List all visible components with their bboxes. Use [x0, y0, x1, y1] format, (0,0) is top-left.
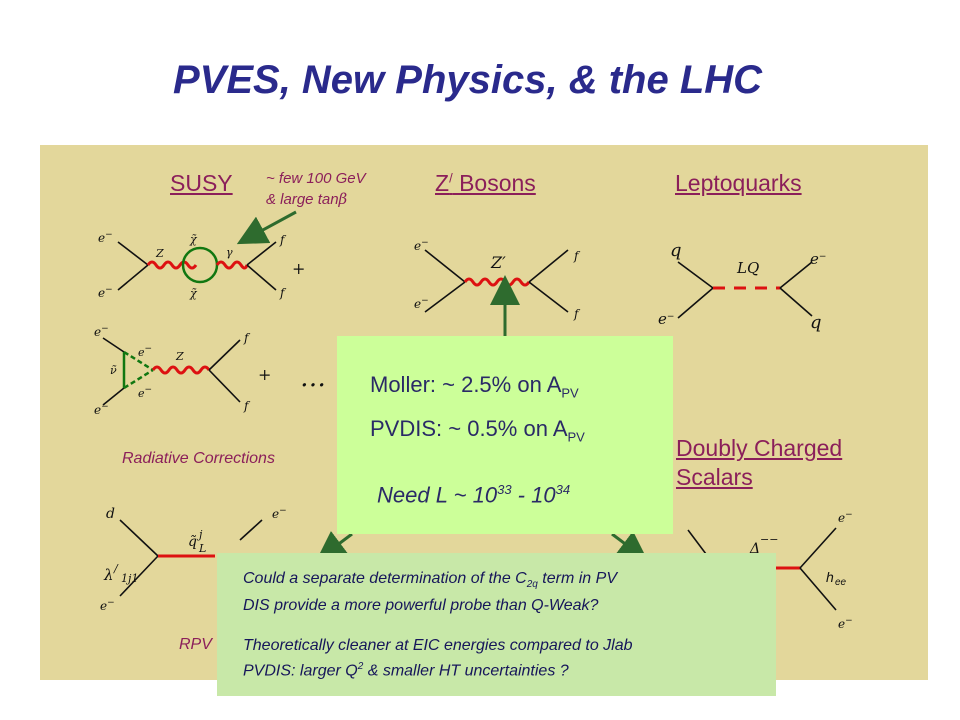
- rpv-label: RPV: [179, 636, 212, 653]
- rpv-qtilde-sub: L: [198, 542, 206, 555]
- doubly-charged-line1: Doubly Charged: [676, 435, 843, 461]
- susy-e-in-bottom: e−: [98, 285, 113, 300]
- rpv-e-in: e−: [100, 598, 115, 613]
- lq-q-out: q: [810, 312, 822, 333]
- precision-goals-box: Moller: ~ 2.5% on APV PVDIS: ~ 0.5% on A…: [337, 336, 673, 534]
- moller-goal-text: Moller: ~ 2.5% on A: [370, 372, 562, 397]
- luminosity-prefix: Need L ~ 10: [377, 482, 498, 508]
- luminosity-exp1: 33: [497, 482, 512, 497]
- rpv-qtilde: q̃: [188, 534, 197, 550]
- rpv-lambda: λ: [103, 566, 114, 584]
- zprime-heading-prime: /: [449, 170, 453, 186]
- pvdis-goal-sub: PV: [567, 429, 585, 445]
- luminosity-requirement: Need L ~ 1033 - 1034: [377, 482, 570, 508]
- susy-heading: SUSY: [170, 170, 233, 196]
- susy-vertex-f-bottom: f: [243, 399, 251, 413]
- slide-title: PVES, New Physics, & the LHC: [172, 58, 763, 102]
- doubly-e-top: e−: [838, 510, 853, 525]
- luminosity-exp2: 34: [555, 482, 571, 497]
- question-2: Theoretically cleaner at EIC energies co…: [243, 635, 633, 681]
- doubly-arrow: [611, 531, 648, 561]
- susy-gamma-propagator: [215, 260, 249, 270]
- susy-gamma-label: γ: [226, 246, 233, 259]
- question-2-line1: Theoretically cleaner at EIC energies co…: [243, 637, 633, 654]
- susy-note-tan: & large tan: [266, 191, 339, 208]
- doubly-charged-heading: Doubly Charged Scalars: [676, 434, 842, 492]
- question-2-part-b: & smaller HT uncertainties ?: [363, 662, 569, 680]
- susy-vertex-e-tilde: e−: [138, 344, 152, 359]
- susy-z-label: Z: [155, 247, 164, 260]
- susy-vertex-nu: ν̃: [110, 364, 117, 377]
- rpv-arrow: [316, 531, 353, 561]
- moller-goal: Moller: ~ 2.5% on APV: [370, 372, 579, 400]
- lq-label: LQ: [736, 259, 759, 277]
- leptoquarks-heading: Leptoquarks: [675, 170, 802, 196]
- rpv-qtilde-sup: j: [196, 528, 203, 541]
- susy-vertex-diagram: [102, 337, 241, 406]
- doubly-delta-sup: −−: [760, 533, 778, 546]
- zprime-heading-rest: Bosons: [452, 170, 536, 196]
- zprime-f-bottom: f: [573, 307, 581, 321]
- lq-e-in: e−: [658, 310, 674, 328]
- susy-f-out-top: f: [279, 233, 287, 247]
- question-2-line2: PVDIS: larger Q2 & smaller HT uncertaint…: [243, 656, 633, 681]
- pvdis-goal-text: PVDIS: ~ 0.5% on A: [370, 416, 568, 441]
- question-1-sub: 2q: [526, 579, 538, 591]
- susy-vertex-z-propagator: [151, 365, 211, 375]
- susy-vertex-e-bottom: e−: [94, 402, 109, 417]
- doubly-delta: Δ: [749, 541, 760, 557]
- question-2-sup: 2: [357, 661, 364, 672]
- susy-ellipsis: …: [300, 363, 326, 393]
- zprime-label: Z′: [490, 253, 506, 272]
- leptoquark-diagram: [677, 261, 813, 319]
- zprime-e-bottom: e−: [414, 296, 429, 311]
- moller-goal-sub: PV: [561, 385, 579, 401]
- zprime-heading: Z/ Bosons: [435, 170, 536, 197]
- susy-vertex-e-top: e−: [94, 324, 109, 339]
- question-1-part-b: term in PV: [537, 570, 617, 587]
- rpv-lambda-prime: /: [113, 562, 119, 575]
- susy-vertex-f-top: f: [243, 331, 251, 345]
- susy-chi-bottom: χ̃: [189, 287, 198, 300]
- susy-note-arrow: [236, 210, 297, 245]
- lq-q-in: q: [670, 240, 682, 261]
- lq-e-out: e−: [810, 250, 826, 268]
- questions-box: Could a separate determination of the C2…: [217, 553, 776, 696]
- doubly-h: h: [826, 569, 834, 585]
- susy-note-line2: & large tanβ: [266, 189, 366, 210]
- susy-z-propagator: [146, 260, 198, 270]
- susy-chi-top: χ̃: [189, 233, 198, 246]
- question-2-part-a: PVDIS: larger Q: [243, 662, 358, 680]
- zprime-propagator: [463, 277, 531, 287]
- susy-vertex-e-tilde-2: e−: [138, 385, 152, 400]
- pvdis-goal: PVDIS: ~ 0.5% on APV: [370, 416, 585, 444]
- susy-note-line1: ~ few 100 GeV: [266, 170, 366, 187]
- question-1-part-a: Could a separate determination of the C: [243, 570, 527, 587]
- question-1-line1: Could a separate determination of the C2…: [243, 568, 617, 595]
- doubly-h-sub: ee: [835, 577, 847, 588]
- susy-note: ~ few 100 GeV & large tanβ: [266, 168, 366, 210]
- doubly-e-bottom: e−: [838, 616, 853, 631]
- susy-vertex-z-label: Z: [175, 350, 184, 363]
- luminosity-mid: - 10: [511, 482, 556, 508]
- susy-f-out-bottom: f: [279, 286, 287, 300]
- rpv-e-out: e−: [272, 506, 287, 521]
- susy-e-in-top: e−: [98, 230, 113, 245]
- susy-loop-diagram: [117, 241, 277, 291]
- zprime-heading-z: Z: [435, 170, 450, 196]
- question-1-line2: DIS provide a more powerful probe than Q…: [243, 597, 599, 615]
- rpv-d-label: d: [106, 506, 115, 522]
- rpv-diagram: [119, 519, 263, 597]
- doubly-charged-line2: Scalars: [676, 464, 753, 490]
- susy-note-beta: β: [338, 190, 348, 208]
- question-1: Could a separate determination of the C2…: [243, 568, 617, 616]
- susy-plus-2: +: [258, 365, 271, 384]
- susy-plus-1: +: [292, 259, 305, 278]
- radiative-corrections-label: Radiative Corrections: [122, 450, 275, 467]
- zprime-f-top: f: [573, 249, 581, 263]
- rpv-lambda-sub: 1j1: [121, 572, 138, 585]
